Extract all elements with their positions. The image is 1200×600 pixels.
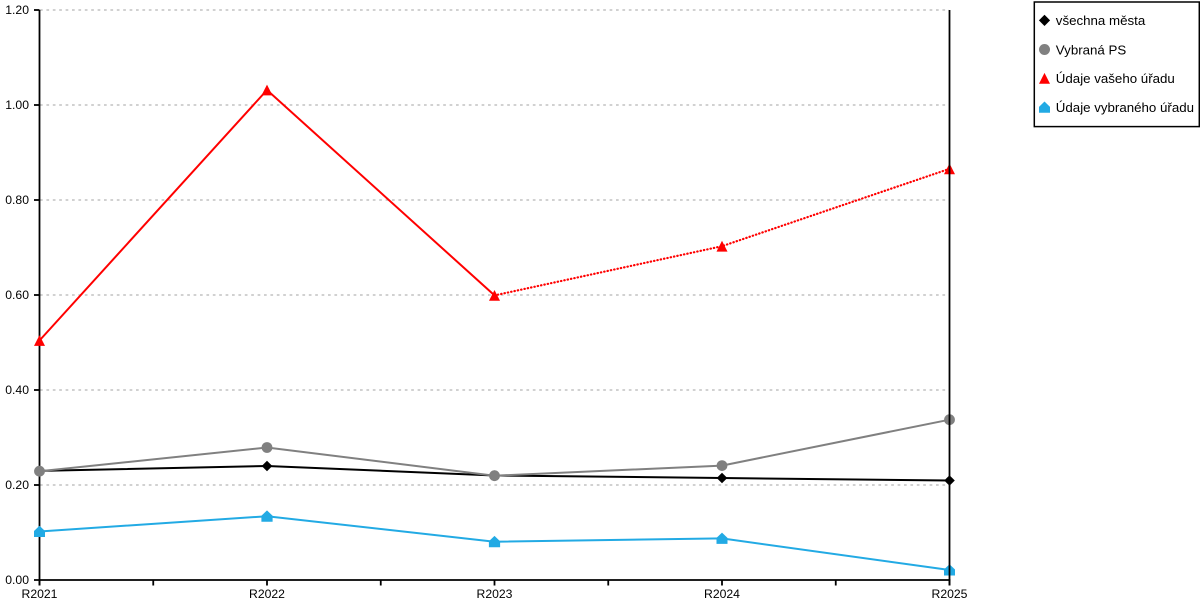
svg-text:1.20: 1.20 [5,3,29,17]
svg-text:R2023: R2023 [477,587,513,600]
svg-text:0.80: 0.80 [5,193,29,207]
svg-text:R2021: R2021 [22,587,58,600]
svg-text:Údaje vašeho úřadu: Údaje vašeho úřadu [1056,71,1175,86]
svg-text:Údaje vybraného úřadu: Údaje vybraného úřadu [1056,100,1194,115]
svg-text:všechna města: všechna města [1056,13,1146,28]
svg-text:0.00: 0.00 [5,573,29,587]
svg-text:0.20: 0.20 [5,478,29,492]
svg-text:1.00: 1.00 [5,98,29,112]
svg-text:R2024: R2024 [704,587,740,600]
svg-text:0.60: 0.60 [5,288,29,302]
svg-text:R2022: R2022 [249,587,285,600]
svg-text:0.40: 0.40 [5,383,29,397]
svg-text:R2025: R2025 [932,587,968,600]
svg-text:Vybraná PS: Vybraná PS [1056,42,1127,57]
